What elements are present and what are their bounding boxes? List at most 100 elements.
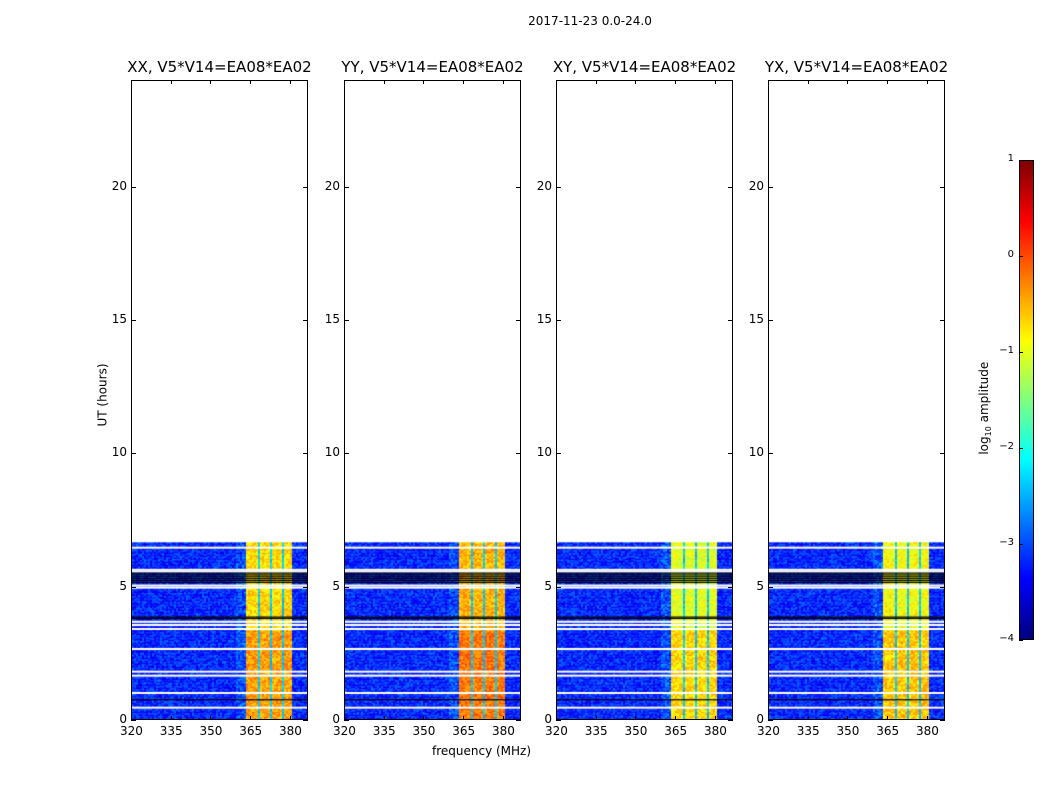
y-tick xyxy=(131,320,136,321)
y-tick xyxy=(303,186,308,188)
colorbar-tick xyxy=(1019,640,1023,641)
y-tick-label: 20 xyxy=(324,178,340,193)
y-tick xyxy=(940,186,945,188)
y-tick xyxy=(940,453,945,455)
y-tick xyxy=(728,186,733,188)
x-tick xyxy=(635,716,637,720)
colorbar-tick xyxy=(1019,160,1023,161)
y-tick xyxy=(344,186,349,188)
y-tick xyxy=(516,720,521,721)
x-tick-label: 380 xyxy=(703,724,727,738)
heatmap-panel-1: XX, V5*V14=EA08*EA02 UT (hours) 320 335 350 3… xyxy=(96,58,312,738)
colorbar-label: log10 amplitude xyxy=(977,353,993,463)
y-tick xyxy=(768,586,773,588)
y-tick xyxy=(728,586,733,588)
x-tick xyxy=(847,80,849,84)
y-tick-label: 20 xyxy=(111,178,127,193)
y-tick-label: 5 xyxy=(756,578,764,593)
colorbar-tick xyxy=(1019,256,1023,257)
heatmap-panel-2: YY, V5*V14=EA08*EA02 320 335 350 365 380 0 5 10 1… xyxy=(325,58,524,738)
y-tick xyxy=(344,720,349,721)
x-tick-label: 365 xyxy=(452,724,476,738)
y-tick xyxy=(556,720,561,721)
y-tick xyxy=(303,586,308,588)
x-tick xyxy=(383,716,385,720)
y-tick-label: 0 xyxy=(119,712,127,726)
x-tick-label: 365 xyxy=(876,724,900,738)
x-tick xyxy=(847,716,849,720)
y-tick xyxy=(131,186,136,188)
x-tick-label: 380 xyxy=(278,724,302,738)
x-tick xyxy=(807,80,809,84)
plot-area xyxy=(344,80,521,720)
x-tick xyxy=(635,80,637,84)
plot-area xyxy=(768,80,945,720)
x-tick-label: 350 xyxy=(199,724,223,738)
y-tick xyxy=(768,186,773,188)
y-tick xyxy=(768,720,773,721)
y-tick xyxy=(344,320,349,321)
y-tick-label: 15 xyxy=(536,312,552,326)
y-tick xyxy=(516,186,521,188)
y-tick-label: 0 xyxy=(544,712,552,726)
x-tick xyxy=(595,716,597,720)
x-tick xyxy=(595,80,597,84)
y-tick-label: 0 xyxy=(332,712,340,726)
heatmap-panel-4: YX, V5*V14=EA08*EA02 320 335 350 365 380 0 5 10 1… xyxy=(749,58,948,738)
x-tick xyxy=(289,80,291,84)
y-tick-label: 20 xyxy=(748,178,764,193)
x-tick-label: 320 xyxy=(333,724,356,738)
heatmap-image xyxy=(769,81,944,719)
y-tick-label: 15 xyxy=(111,312,127,326)
x-tick xyxy=(926,716,928,720)
panel-title: XY, V5*V14=EA08*EA02 xyxy=(552,58,737,76)
colorbar-tick-label: −1 xyxy=(999,345,1014,356)
y-tick-label: 10 xyxy=(748,445,764,460)
y-tick xyxy=(728,320,733,321)
y-tick xyxy=(728,720,733,721)
figure-title: 2017-11-23 0.0-24.0 xyxy=(528,14,652,28)
colorbar-tick-label: −3 xyxy=(999,537,1014,548)
colorbar-tick-label: 0 xyxy=(1007,249,1014,260)
y-tick-label: 5 xyxy=(332,578,340,593)
y-tick xyxy=(303,453,308,455)
x-axis-label: frequency (MHz) xyxy=(432,744,532,758)
x-tick-label: 350 xyxy=(412,724,436,738)
x-tick-label: 335 xyxy=(584,724,608,738)
x-tick xyxy=(502,716,504,720)
panel-title: YX, V5*V14=EA08*EA02 xyxy=(764,58,949,76)
y-tick xyxy=(940,586,945,588)
x-tick xyxy=(768,716,769,720)
y-tick-label: 10 xyxy=(324,445,340,460)
colorbar-tick xyxy=(1019,544,1023,545)
y-tick-label: 5 xyxy=(119,578,127,593)
x-tick-label: 320 xyxy=(120,724,143,738)
colorbar-tick xyxy=(1019,352,1023,353)
heatmap-panel-3: XY, V5*V14=EA08*EA02 320 335 350 365 380 0 5 10 1… xyxy=(537,58,736,738)
y-tick xyxy=(131,586,136,588)
y-tick xyxy=(940,320,945,321)
y-tick xyxy=(131,720,136,721)
x-tick-label: 320 xyxy=(757,724,780,738)
colorbar-tick-label: 1 xyxy=(1007,153,1014,164)
plot-area xyxy=(131,80,308,720)
y-tick xyxy=(516,453,521,455)
x-tick-label: 365 xyxy=(239,724,263,738)
x-tick xyxy=(289,716,291,720)
x-tick-label: 350 xyxy=(624,724,648,738)
colorbar-tick xyxy=(1019,448,1023,449)
y-tick xyxy=(516,320,521,321)
y-tick-label: 10 xyxy=(536,445,552,460)
y-tick xyxy=(556,586,561,588)
panel-title: XX, V5*V14=EA08*EA02 xyxy=(127,58,312,76)
x-tick xyxy=(170,716,172,720)
x-tick xyxy=(768,80,769,84)
x-tick xyxy=(210,80,212,84)
y-tick-label: 5 xyxy=(544,578,552,593)
colorbar-gradient xyxy=(1020,161,1033,639)
x-tick xyxy=(463,80,465,84)
x-tick-label: 335 xyxy=(159,724,183,738)
x-tick xyxy=(383,80,385,84)
heatmap-image xyxy=(132,81,307,719)
x-tick xyxy=(463,716,465,720)
